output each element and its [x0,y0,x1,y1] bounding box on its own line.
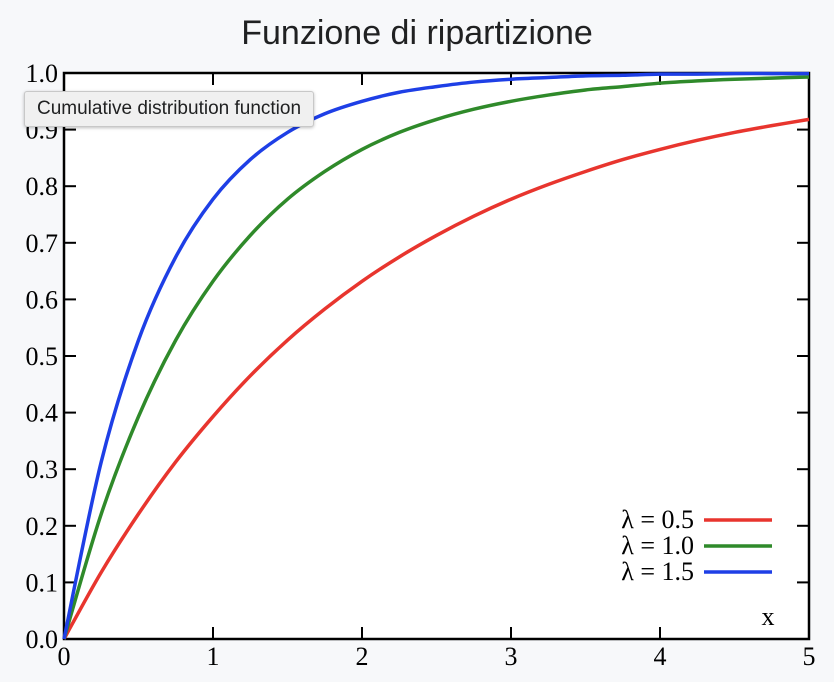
tooltip: Cumulative distribution function [24,91,315,127]
y-tick-label: 0.8 [26,172,59,201]
cdf-chart: 0 1 2 3 4 50.00.10.20.30.40.50.60.70.80.91.0 … [26,59,816,671]
x-tick-label: 4 [654,642,667,671]
y-tick-label: 0.2 [26,512,59,541]
x-tick-label: 2 [356,642,369,671]
y-tick-label: 0.7 [26,229,59,258]
x-tick-label: 3 [505,642,518,671]
x-tick-label: 5 [803,642,816,671]
series-line-2 [62,75,810,640]
legend-label: λ = 1.0 [621,531,694,560]
y-tick-label: 0.0 [26,625,59,654]
page-title: Funzione di ripartizione [241,14,593,52]
y-tick-label: 0.3 [26,455,59,484]
y-tick-label: 0.1 [26,568,59,597]
legend-label: λ = 1.5 [621,557,694,586]
x-tick-label: 0 [58,642,71,671]
y-tick-label: 1.0 [26,59,59,88]
legend-label: λ = 0.5 [621,505,694,534]
y-tick-label: 0.6 [26,285,59,314]
series-line-3 [62,71,809,640]
x-axis-label: x [762,602,775,631]
series-line-1 [62,117,810,640]
y-tick-label: 0.4 [26,399,59,428]
x-tick-label: 1 [207,642,220,671]
y-tick-label: 0.5 [26,342,59,371]
plot-frame [62,71,811,641]
